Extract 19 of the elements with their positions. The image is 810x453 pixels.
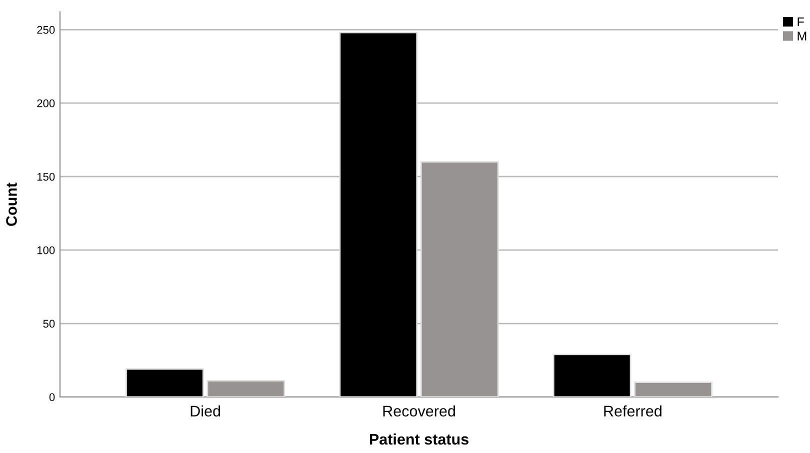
y-tick-label: 100	[37, 246, 55, 254]
y-tick-label: 50	[43, 320, 55, 328]
y-axis-title: Count	[6, 182, 17, 226]
x-tick-label: Recovered	[383, 405, 455, 417]
bar	[552, 354, 632, 397]
x-tick-label: Referred	[604, 405, 662, 417]
bar	[420, 161, 499, 397]
x-axis-title: Patient status	[370, 433, 468, 445]
legend-label: M	[798, 32, 806, 40]
bar	[206, 380, 286, 397]
y-tick-label: 0	[49, 393, 55, 402]
x-tick-label: Died	[190, 405, 220, 417]
bar	[339, 32, 418, 397]
y-tick-label: 200	[37, 99, 55, 108]
y-tick-label: 150	[37, 172, 55, 181]
bar	[634, 382, 712, 397]
bar	[126, 368, 204, 397]
y-tick-label: 250	[37, 26, 55, 34]
legend-label: F	[798, 18, 804, 26]
